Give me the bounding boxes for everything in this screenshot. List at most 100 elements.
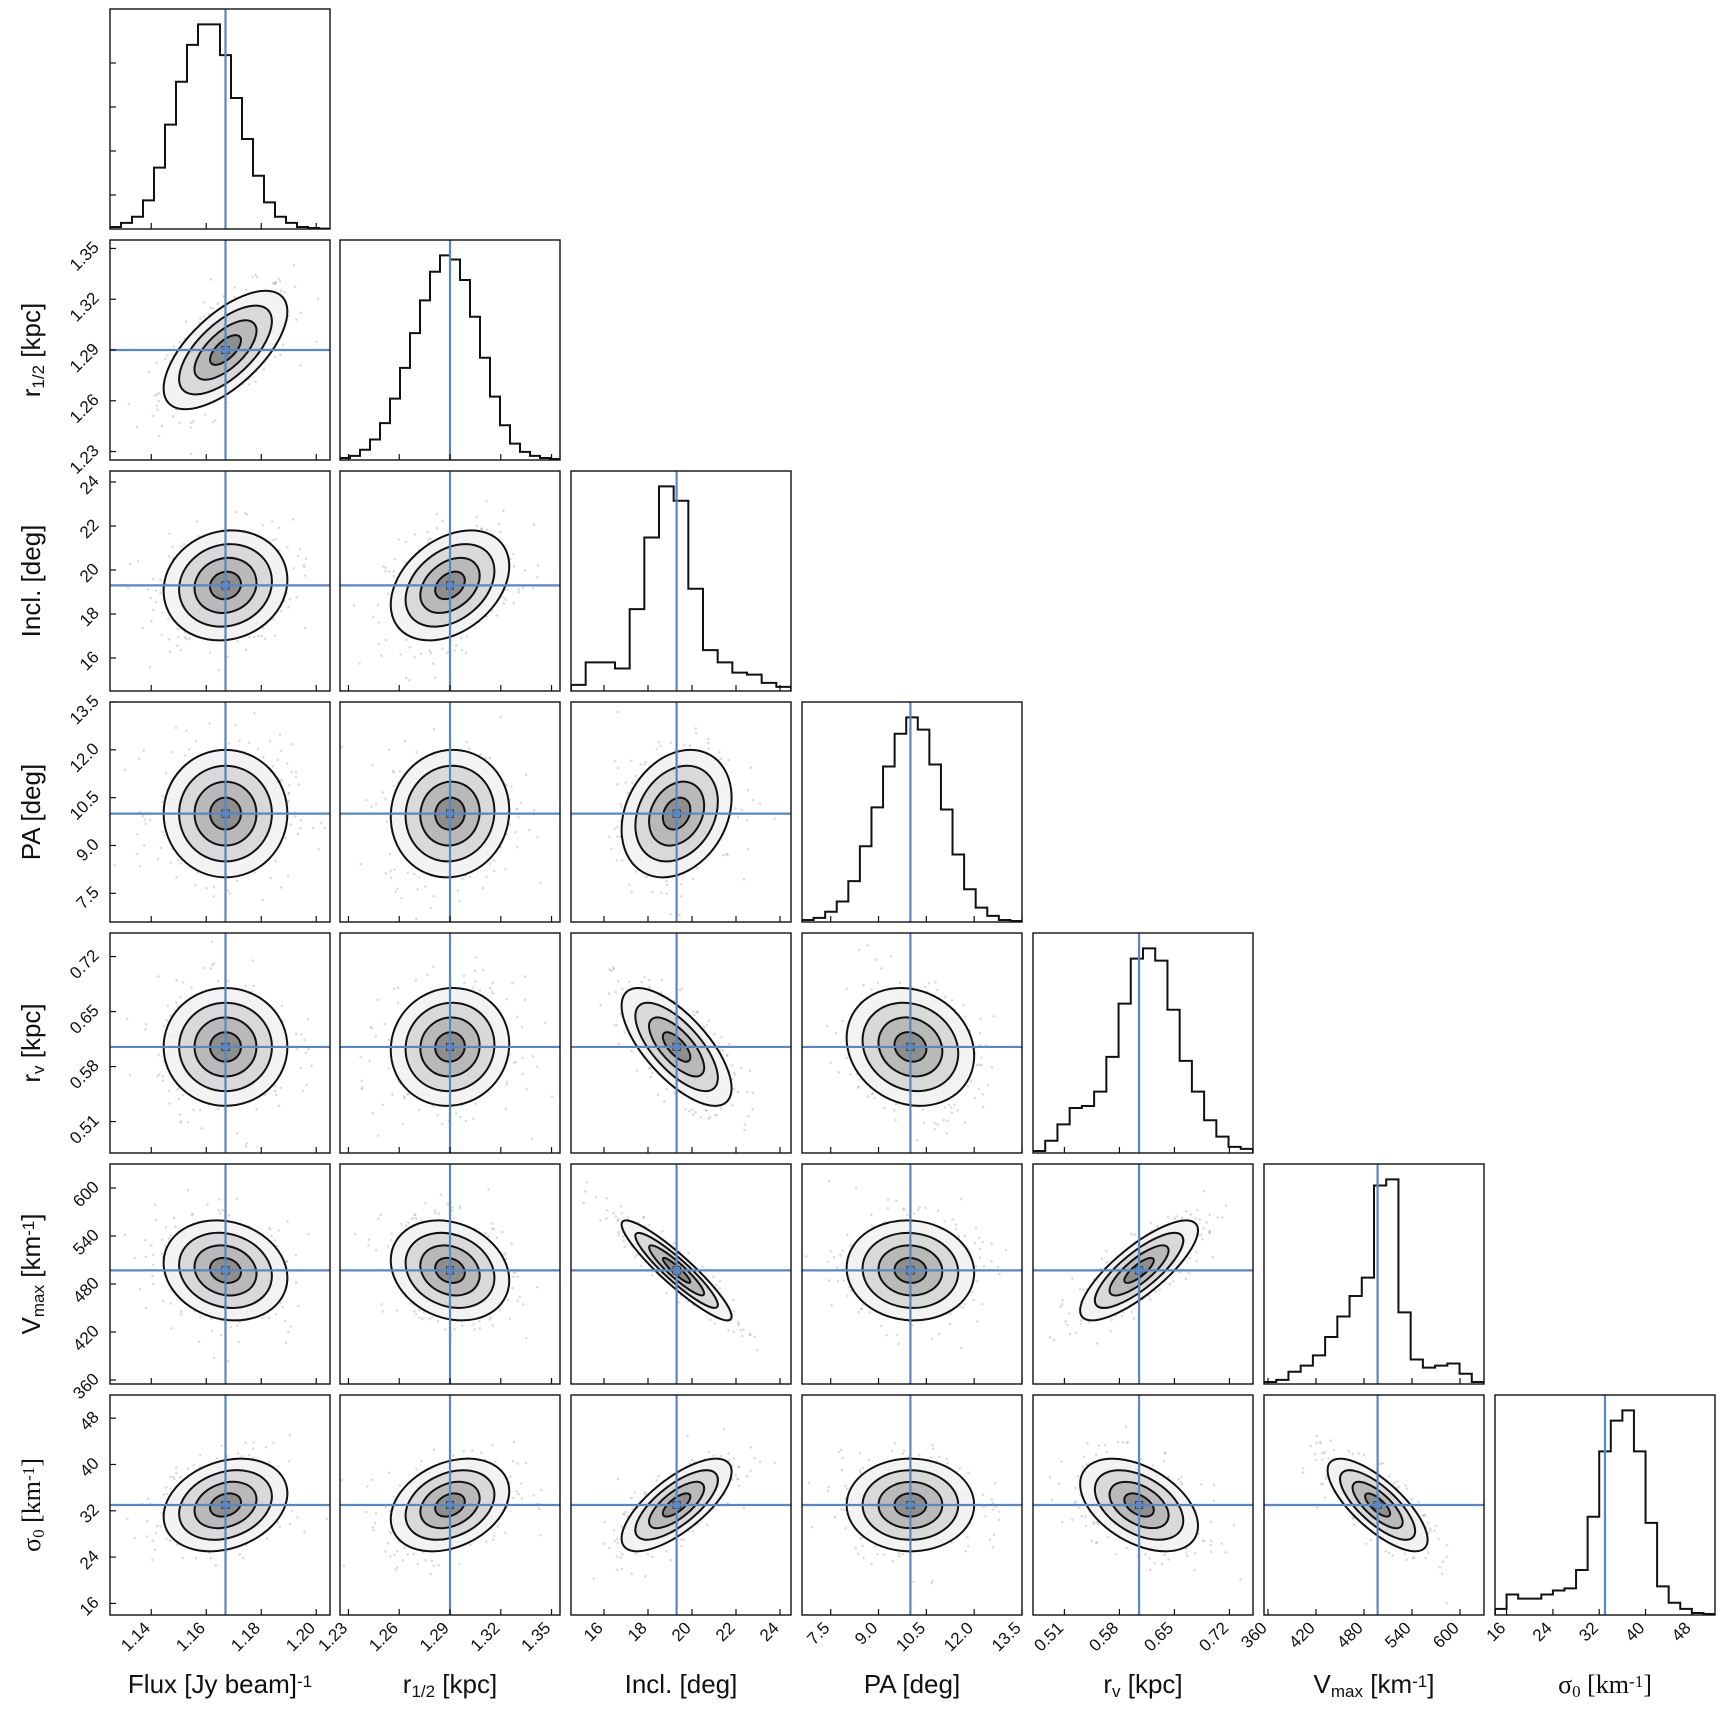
sample-point — [177, 635, 180, 639]
sample-point — [396, 986, 400, 989]
sample-point — [980, 1056, 983, 1059]
sample-point — [480, 527, 484, 530]
sample-point — [648, 1067, 652, 1070]
sample-point — [199, 1315, 202, 1318]
sample-point — [459, 1115, 462, 1119]
sample-point — [704, 1108, 707, 1112]
sample-point — [303, 574, 307, 577]
sample-point — [662, 1100, 666, 1103]
sample-point — [401, 1122, 404, 1126]
sample-point — [521, 586, 525, 590]
sample-point — [216, 302, 220, 305]
contour-level — [193, 1244, 258, 1297]
sample-point — [293, 815, 297, 818]
sample-point — [233, 295, 236, 299]
sample-point — [866, 944, 869, 947]
sample-point — [278, 279, 282, 283]
sample-point — [647, 978, 651, 982]
sample-point — [377, 1134, 380, 1137]
panel-rv-pa — [801, 932, 1023, 1154]
sample-point — [510, 785, 513, 788]
sample-point — [190, 986, 193, 989]
sample-point — [168, 1102, 171, 1105]
contour-level — [389, 748, 511, 879]
sample-point — [707, 1117, 710, 1120]
sample-point — [279, 886, 283, 889]
sample-point — [156, 857, 160, 861]
sample-point — [488, 756, 492, 760]
sample-point — [693, 1013, 696, 1017]
sample-point — [123, 1233, 127, 1237]
sample-point — [198, 1108, 202, 1112]
sample-point — [179, 1120, 183, 1123]
sample-point — [391, 1093, 394, 1096]
sample-point — [727, 1042, 731, 1046]
sample-point — [502, 596, 505, 599]
sample-point — [678, 988, 681, 992]
truth-marker — [222, 1266, 229, 1274]
sample-point — [870, 988, 873, 991]
sample-point — [845, 1056, 848, 1060]
panel-content — [802, 702, 1022, 922]
sample-point — [966, 1085, 970, 1088]
sample-point — [472, 1322, 475, 1326]
sample-point — [837, 1070, 841, 1074]
sample-point — [371, 763, 374, 767]
sample-point — [655, 747, 659, 751]
sample-point — [648, 1066, 651, 1070]
sample-point — [550, 1095, 554, 1098]
sample-point — [273, 1084, 277, 1088]
sample-point — [615, 859, 619, 862]
panel-content — [571, 471, 791, 691]
sample-point — [227, 1213, 231, 1217]
sample-point — [299, 819, 303, 822]
sample-point — [683, 743, 686, 747]
sample-point — [894, 1118, 897, 1122]
sample-point — [454, 644, 458, 647]
sample-point — [280, 609, 283, 613]
sample-point — [464, 1119, 468, 1123]
sample-point — [260, 634, 263, 638]
sample-point — [933, 1127, 937, 1131]
contour-level — [620, 748, 733, 879]
sample-point — [412, 872, 416, 876]
sample-point — [271, 520, 274, 523]
sample-point — [194, 739, 197, 743]
sample-point — [659, 744, 662, 748]
sample-point — [396, 1001, 400, 1005]
sample-point — [392, 771, 395, 774]
sample-point — [416, 888, 420, 891]
sample-point — [287, 799, 291, 802]
sample-point — [136, 833, 139, 836]
sample-point — [468, 875, 472, 879]
sample-point — [680, 883, 683, 886]
sample-point — [492, 992, 495, 995]
sample-point — [748, 1069, 752, 1072]
sample-point — [159, 591, 162, 595]
sample-point — [175, 1001, 178, 1005]
sample-point — [286, 875, 290, 878]
contour-level — [162, 529, 289, 642]
sample-point — [160, 424, 164, 428]
sample-point — [302, 563, 306, 567]
sample-point — [986, 1083, 990, 1087]
panel-frame — [801, 932, 1023, 1154]
sample-point — [612, 966, 615, 970]
sample-point — [181, 1093, 185, 1097]
sample-point — [210, 1329, 214, 1332]
sample-point — [151, 1253, 155, 1257]
contour-level — [845, 987, 976, 1107]
sample-point — [383, 1022, 387, 1026]
sample-point — [481, 886, 485, 890]
sample-point — [304, 1051, 308, 1055]
sample-point — [170, 1327, 173, 1330]
sample-point — [160, 1238, 164, 1242]
panel-content — [110, 471, 330, 691]
sample-point — [397, 538, 401, 541]
sample-point — [298, 547, 302, 551]
sample-point — [713, 1032, 716, 1036]
sample-point — [459, 636, 463, 640]
sample-point — [244, 511, 247, 515]
sample-point — [142, 843, 146, 847]
sample-point — [691, 877, 695, 881]
